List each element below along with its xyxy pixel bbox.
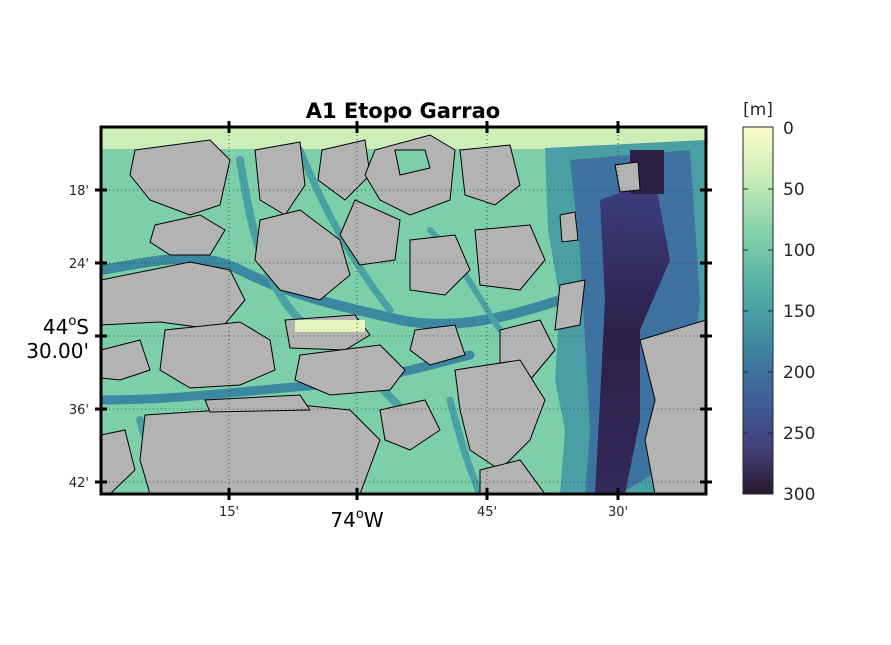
colorbar-ticks [743,188,773,434]
colorbar-unit: [m] [743,100,773,120]
colorbar-tick-label: 200 [783,363,815,383]
frame-ticks [95,121,712,500]
colorbar-tick-label: 0 [783,119,794,139]
bathymetry-map [101,127,706,494]
map-frame [99,125,708,496]
colorbar-tick-label: 250 [783,424,815,444]
map-title: A1 Etopo Garrao [306,99,500,123]
land-masses [101,134,706,494]
colorbar-tick-label: 100 [783,241,815,261]
deep-trench [595,180,670,494]
y-tick-label: 18' [69,184,89,199]
colorbar: [m] 0 50 100 150 200 250 300 [742,100,815,505]
y-major-label: 44oS [43,314,89,339]
y-tick-label: 36' [69,403,89,418]
x-tick-label: 15' [219,505,239,520]
shallow-band [101,127,706,149]
x-tick-label: 45' [477,505,497,520]
shallow-patch [295,320,365,332]
x-major-label: 74oW [330,507,383,532]
y-tick-label: 24' [69,257,89,272]
colorbar-tick-label: 50 [783,180,805,200]
colorbar-tick-label: 150 [783,302,815,322]
y-tick-label: 42' [69,476,89,491]
map-gridlines [101,127,706,494]
y-major-minutes: 30.00' [26,339,89,363]
x-tick-label: 30' [608,505,628,520]
colorbar-tick-label: 300 [783,485,815,505]
